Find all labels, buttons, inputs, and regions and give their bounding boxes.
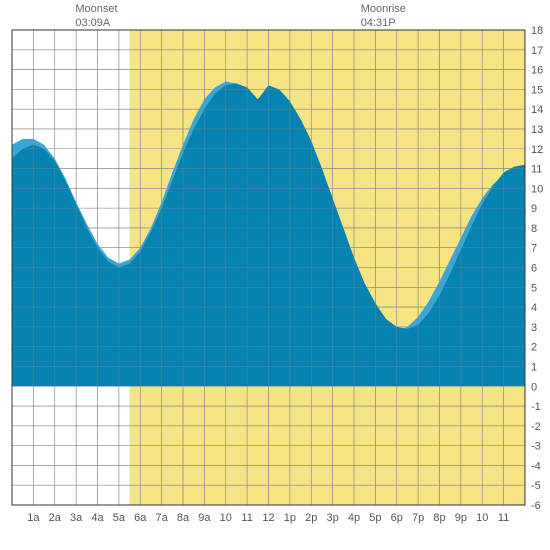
annotation-label: Moonset xyxy=(75,2,117,16)
x-tick-label: 8p xyxy=(433,512,445,524)
x-tick-label: 2a xyxy=(49,512,62,524)
x-tick-label: 1a xyxy=(27,512,40,524)
x-tick-label: 10 xyxy=(476,512,488,524)
x-tick-label: 11 xyxy=(498,512,509,524)
y-tick-label: 5 xyxy=(531,282,537,294)
x-tick-label: 4p xyxy=(348,512,360,524)
y-tick-label: 0 xyxy=(531,381,537,393)
y-tick-label: -4 xyxy=(531,460,541,472)
x-tick-label: 12 xyxy=(262,512,274,524)
x-tick-label: 6p xyxy=(391,512,403,524)
annotation-moonset: Moonset03:09A xyxy=(75,2,117,31)
y-tick-label: 4 xyxy=(531,302,537,314)
y-tick-label: -5 xyxy=(531,480,541,492)
y-tick-label: 13 xyxy=(531,124,543,136)
x-tick-label: 9p xyxy=(455,512,467,524)
y-tick-label: -3 xyxy=(531,441,541,453)
y-tick-label: 6 xyxy=(531,263,537,275)
y-tick-label: 2 xyxy=(531,342,537,354)
annotation-value: 03:09A xyxy=(75,16,117,30)
y-tick-label: 8 xyxy=(531,223,537,235)
annotation-moonrise: Moonrise04:31P xyxy=(361,2,406,31)
x-tick-label: 5a xyxy=(113,512,126,524)
x-tick-label: 10 xyxy=(220,512,232,524)
x-tick-label: 5p xyxy=(369,512,381,524)
x-tick-label: 3p xyxy=(327,512,339,524)
y-tick-label: 15 xyxy=(531,84,543,96)
chart-svg: -6-5-4-3-2-10123456789101112131415161718… xyxy=(0,0,550,550)
y-tick-label: -1 xyxy=(531,401,541,413)
y-tick-label: 10 xyxy=(531,183,543,195)
y-tick-label: 11 xyxy=(531,164,542,176)
y-tick-label: 16 xyxy=(531,65,543,77)
y-tick-label: 1 xyxy=(531,361,537,373)
y-tick-label: 14 xyxy=(531,104,543,116)
x-tick-label: 3a xyxy=(70,512,83,524)
x-tick-label: 11 xyxy=(241,512,252,524)
x-tick-label: 4a xyxy=(91,512,104,524)
y-tick-label: -2 xyxy=(531,421,541,433)
y-tick-label: -6 xyxy=(531,500,541,512)
y-tick-label: 7 xyxy=(531,243,537,255)
x-tick-label: 8a xyxy=(177,512,190,524)
x-tick-label: 9a xyxy=(198,512,211,524)
x-tick-label: 7a xyxy=(156,512,169,524)
y-tick-label: 17 xyxy=(531,45,543,57)
x-tick-label: 7p xyxy=(412,512,424,524)
y-tick-label: 18 xyxy=(531,25,543,37)
y-tick-label: 3 xyxy=(531,322,537,334)
y-tick-label: 9 xyxy=(531,203,537,215)
tide-chart: -6-5-4-3-2-10123456789101112131415161718… xyxy=(0,0,550,550)
x-tick-label: 6a xyxy=(134,512,147,524)
x-tick-label: 1p xyxy=(284,512,296,524)
annotation-value: 04:31P xyxy=(361,16,406,30)
annotation-label: Moonrise xyxy=(361,2,406,16)
y-tick-label: 12 xyxy=(531,144,543,156)
x-tick-label: 2p xyxy=(305,512,317,524)
